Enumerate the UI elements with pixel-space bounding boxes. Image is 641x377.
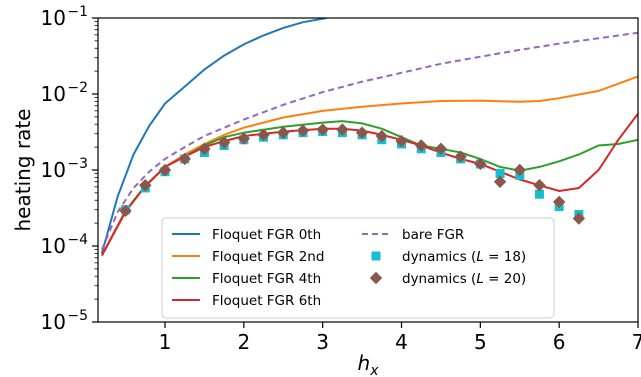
legend-label: bare FGR — [402, 227, 464, 243]
legend-label: dynamics (L = 20) — [402, 271, 526, 287]
diamond-marker — [257, 128, 270, 142]
y-tick-label: 10−2 — [41, 80, 88, 106]
legend-label: Floquet FGR 4th — [212, 271, 321, 287]
legend-label: Floquet FGR 0th — [212, 227, 321, 243]
y-tick-label: 10−1 — [41, 4, 88, 30]
diamond-marker — [454, 150, 467, 163]
diamond-marker — [434, 142, 448, 156]
ticks-layer: 1 2 3 4 5 6 7 10−5 10−4 10−3 10−2 10−1 — [41, 4, 641, 354]
x-tick-label: 7 — [632, 330, 641, 354]
legend-box — [161, 217, 555, 319]
legend-label: Floquet FGR 6th — [212, 293, 321, 309]
diamond-marker — [217, 136, 231, 149]
diamond-marker — [158, 163, 172, 177]
x-tick-label: 3 — [316, 330, 329, 354]
diamond-marker — [552, 195, 566, 209]
y-tick-label: 10−3 — [41, 156, 88, 182]
diamond-marker — [119, 204, 132, 218]
diamond-marker — [572, 212, 586, 225]
x-tick-label: 4 — [395, 330, 408, 354]
y-tick-label: 10−5 — [41, 308, 88, 334]
x-axis-label: hx — [358, 351, 380, 377]
diamond-marker — [316, 123, 329, 136]
diamond-marker — [513, 163, 526, 177]
legend-handle-square — [371, 251, 381, 261]
diamond-marker — [355, 126, 369, 139]
diamond-marker — [237, 132, 251, 145]
x-axis-label-main: h — [358, 351, 371, 375]
diamond-marker — [395, 134, 408, 148]
square-marker — [534, 189, 544, 199]
series-line-4 — [100, 31, 638, 250]
series-line-0 — [100, 18, 327, 254]
diamond-marker — [533, 179, 546, 192]
diamond-marker — [139, 179, 152, 192]
diamond-marker — [198, 142, 211, 156]
legend-handle-diamond — [369, 271, 383, 285]
diamond-marker — [415, 139, 428, 152]
x-axis-label-subscript: x — [369, 363, 379, 377]
diamond-marker — [277, 126, 290, 139]
diamond-marker — [474, 157, 487, 171]
x-tick-label: 5 — [474, 330, 487, 354]
x-tick-label: 1 — [159, 330, 172, 354]
square-marker — [495, 168, 505, 178]
legend: Floquet FGR 0th bare FGR Floquet FGR 2nd dy… — [161, 217, 555, 319]
x-tick-label: 2 — [237, 330, 250, 354]
legend-label: Floquet FGR 2nd — [212, 249, 324, 265]
diamond-marker — [178, 152, 191, 166]
legend-label: dynamics (L = 18) — [402, 249, 526, 265]
diamond-marker — [493, 175, 507, 188]
x-tick-label: 6 — [553, 330, 566, 354]
marker-layer — [119, 123, 586, 225]
diamond-marker — [375, 129, 388, 143]
diamond-marker — [336, 123, 349, 136]
diamond-marker — [296, 124, 310, 137]
y-tick-label: 10−4 — [41, 232, 89, 258]
y-axis-label: heating rate — [11, 109, 35, 232]
